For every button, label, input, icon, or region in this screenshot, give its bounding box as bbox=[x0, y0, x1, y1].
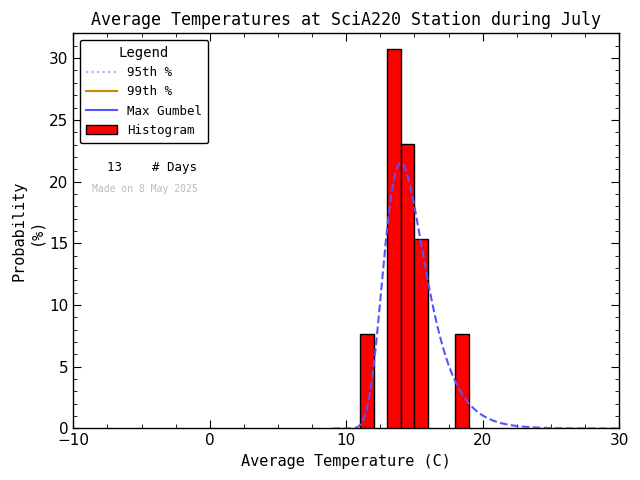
Bar bbox=[401, 144, 415, 429]
Text: 13    # Days: 13 # Days bbox=[92, 161, 197, 174]
Y-axis label: Probability
(%): Probability (%) bbox=[11, 181, 44, 281]
Bar bbox=[415, 239, 428, 429]
Bar bbox=[387, 48, 401, 429]
Text: Made on 8 May 2025: Made on 8 May 2025 bbox=[92, 184, 198, 194]
Title: Average Temperatures at SciA220 Station during July: Average Temperatures at SciA220 Station … bbox=[92, 11, 601, 29]
Bar bbox=[360, 334, 374, 429]
Legend: 95th %, 99th %, Max Gumbel, Histogram: 95th %, 99th %, Max Gumbel, Histogram bbox=[79, 40, 208, 143]
X-axis label: Average Temperature (C): Average Temperature (C) bbox=[241, 454, 451, 469]
Bar bbox=[456, 334, 469, 429]
